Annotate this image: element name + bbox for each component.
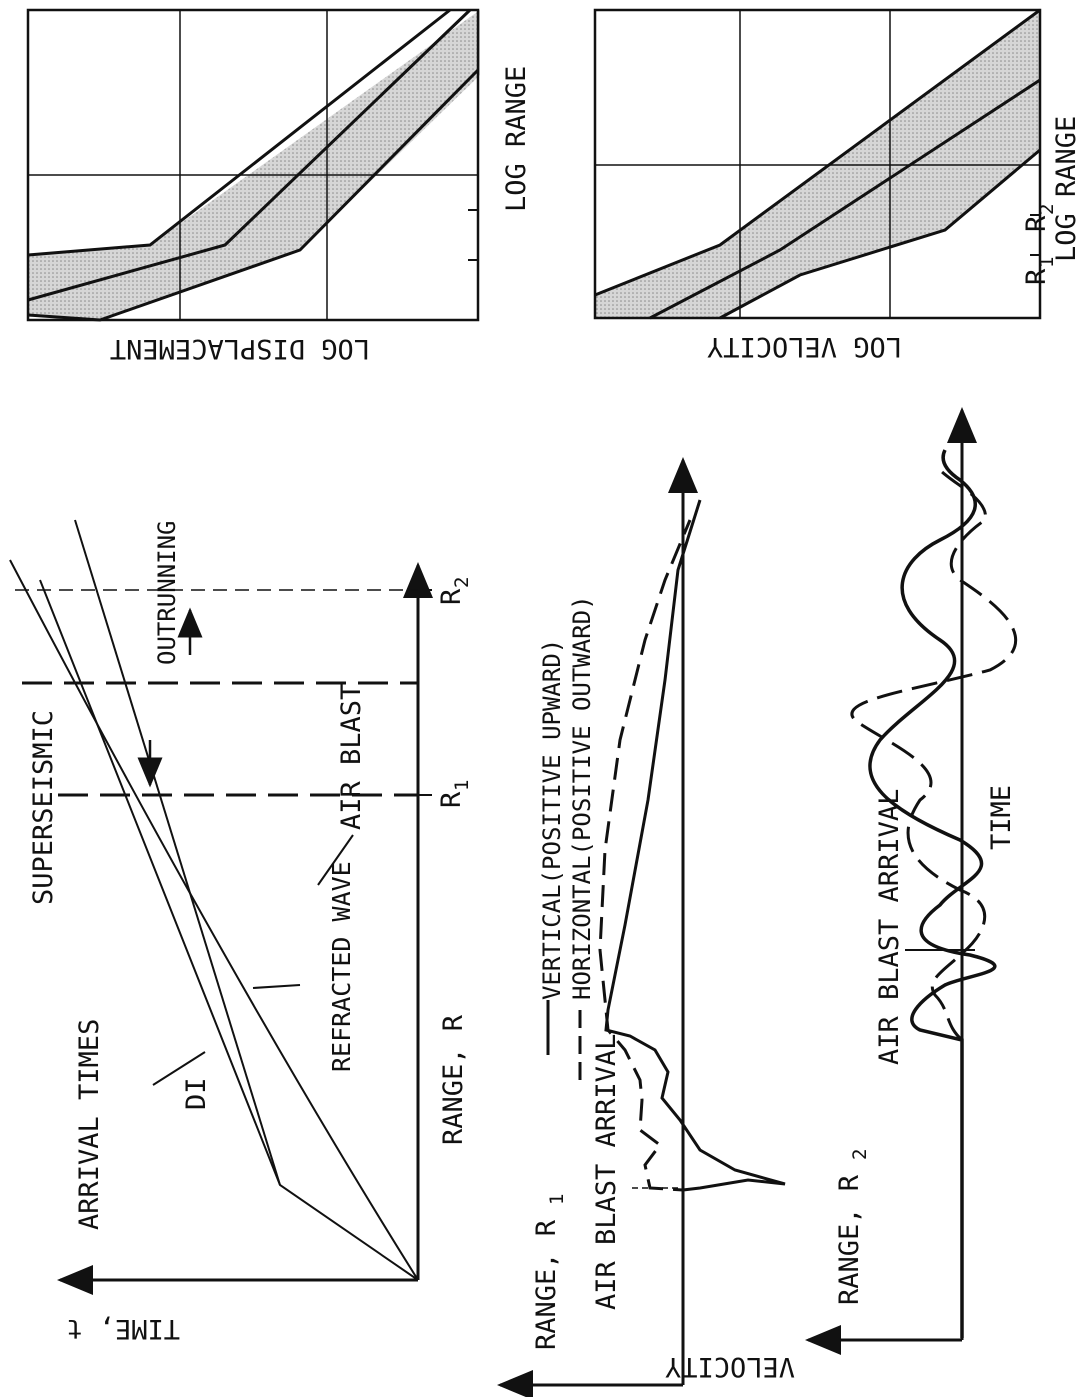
svg-text:2: 2	[451, 577, 473, 588]
legend-vertical: VERTICAL(POSITIVE UPWARD)	[538, 639, 566, 1055]
log-displacement-panel: LOG DISPLACEMENT LOG RANGE	[26, 8, 532, 364]
vertical-velocity-trace-r1	[604, 499, 786, 1383]
velocity-axis-label: VELOCITY	[665, 1351, 795, 1382]
arrival-times-panel: ARRIVAL TIMES TIME, t RANGE, R DI REFRAC…	[9, 519, 473, 1344]
di-label: DI	[181, 1077, 212, 1110]
refracted-wave-curve	[74, 519, 281, 1186]
log-velocity-panel: LOG VELOCITY LOG RANGE R 1 R 2	[593, 8, 1082, 362]
velocity-r1-mark: R 1	[1021, 257, 1058, 285]
air-blast-label: AIR BLAST	[336, 684, 367, 830]
svg-text:R: R	[1021, 268, 1052, 285]
log-range-label-velocity: LOG RANGE	[1051, 116, 1082, 262]
range-axis-label: RANGE, R	[438, 1014, 469, 1145]
displacement-grid-frame	[26, 8, 480, 322]
svg-text:1: 1	[1036, 257, 1058, 268]
svg-text:2: 2	[1036, 204, 1058, 215]
refracted-pointer	[252, 984, 301, 989]
velocity-r2-range-label: RANGE, R	[834, 1174, 865, 1305]
legend-vertical-label: VERTICAL(POSITIVE UPWARD)	[538, 639, 566, 1000]
horizontal-velocity-trace-r2	[850, 468, 1018, 1042]
time-axis-label-r2: TIME	[986, 785, 1017, 850]
velocity-r1-range-label: RANGE, R	[531, 1219, 562, 1350]
velocity-band-upper	[594, 8, 1041, 297]
velocity-r2-range-sub: 2	[849, 1149, 871, 1160]
legend-horizontal: HORIZONTAL(POSITIVE OUTWARD)	[568, 595, 596, 1080]
svg-text:R: R	[1021, 215, 1052, 232]
time-axis-label: TIME, t	[66, 1313, 180, 1344]
displacement-band-upper	[27, 8, 451, 257]
superseismic-label: SUPERSEISMIC	[28, 710, 59, 905]
velocity-r1-range-sub: 1	[546, 1194, 568, 1205]
velocity-band	[595, 10, 1040, 318]
outrunning-label: OUTRUNNING	[153, 521, 181, 666]
di-pointer	[152, 1051, 206, 1086]
r1-range-mark: R 1	[436, 780, 473, 808]
svg-text:R: R	[436, 588, 467, 605]
air-blast-pointer	[317, 834, 354, 886]
displacement-band-center	[27, 8, 472, 302]
refracted-wave-label: REFRACTED WAVE	[327, 861, 356, 1072]
velocity-r2-panel: RANGE, R 2 AIR BLAST ARRIVAL TIME	[805, 407, 1018, 1355]
svg-text:1: 1	[451, 780, 473, 791]
velocity-r2-arrival-label: AIR BLAST ARRIVAL	[874, 789, 905, 1065]
air-blast-curve	[9, 559, 419, 1281]
displacement-band	[28, 10, 480, 320]
legend-horizontal-label: HORIZONTAL(POSITIVE OUTWARD)	[568, 595, 596, 1000]
log-range-label-displacement: LOG RANGE	[501, 66, 532, 212]
r2-range-mark: R 2	[436, 577, 473, 605]
svg-text:R: R	[436, 791, 467, 808]
displacement-band-lower	[27, 68, 480, 322]
velocity-band-lower	[719, 148, 1041, 320]
velocity-r1-arrival-label: AIR BLAST ARRIVAL	[591, 1034, 622, 1310]
velocity-grid-frame	[593, 8, 1042, 320]
log-velocity-label: LOG VELOCITY	[707, 331, 902, 362]
arrival-times-title: ARRIVAL TIMES	[74, 1019, 105, 1230]
velocity-r1-panel: VERTICAL(POSITIVE UPWARD) HORIZONTAL(POS…	[497, 457, 795, 1397]
log-displacement-label: LOG DISPLACEMENT	[110, 333, 370, 364]
velocity-band-center	[649, 78, 1041, 320]
velocity-r2-mark: R 2	[1021, 204, 1058, 232]
vertical-velocity-trace-r2	[868, 449, 997, 1338]
